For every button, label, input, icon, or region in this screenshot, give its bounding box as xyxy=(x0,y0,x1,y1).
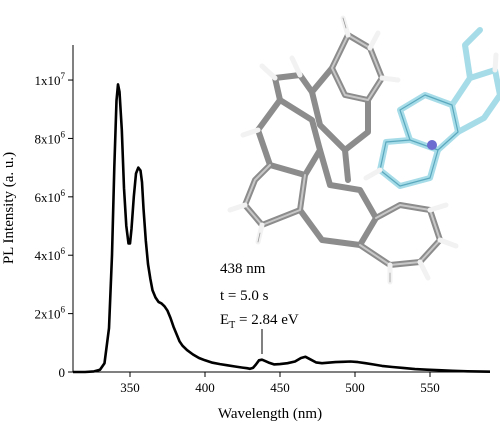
annotation-time: t = 5.0 s xyxy=(220,288,269,304)
molecule-hydrogens xyxy=(227,15,499,285)
y-axis-title: PL Intensity (a. u.) xyxy=(1,152,17,264)
x-axis-ticks: 350 400 450 500 550 xyxy=(120,372,440,395)
molecule-cyan-outline xyxy=(379,94,459,187)
x-tick-label: 500 xyxy=(345,380,365,395)
y-tick-label: 4x106 xyxy=(35,246,66,263)
molecule-cyan-bonds xyxy=(377,27,500,189)
y-axis-ticks: 0 2x106 4x106 6x106 8x106 1x107 xyxy=(35,71,73,380)
x-axis-title: Wavelength (nm) xyxy=(218,406,322,422)
y-tick-label: 0 xyxy=(59,365,66,380)
molecule-nitrogen-atom xyxy=(427,140,437,150)
x-tick-label: 350 xyxy=(120,380,140,395)
y-tick-label: 6x106 xyxy=(35,188,66,205)
molecule-structure-image xyxy=(227,15,500,285)
annotation-triplet-energy: ET = 2.84 eV xyxy=(220,312,299,331)
annotation-wavelength: 438 nm xyxy=(220,261,266,277)
molecule-hydrogen-outline xyxy=(257,17,391,283)
molecule-gray-bonds xyxy=(242,32,443,268)
y-tick-label: 2x106 xyxy=(35,305,66,322)
x-tick-label: 550 xyxy=(420,380,440,395)
y-tick-label: 8x106 xyxy=(35,129,66,146)
pl-spectrum-line xyxy=(73,83,491,374)
y-tick-label: 1x107 xyxy=(35,71,66,88)
x-tick-label: 400 xyxy=(195,380,215,395)
x-tick-label: 450 xyxy=(270,380,290,395)
